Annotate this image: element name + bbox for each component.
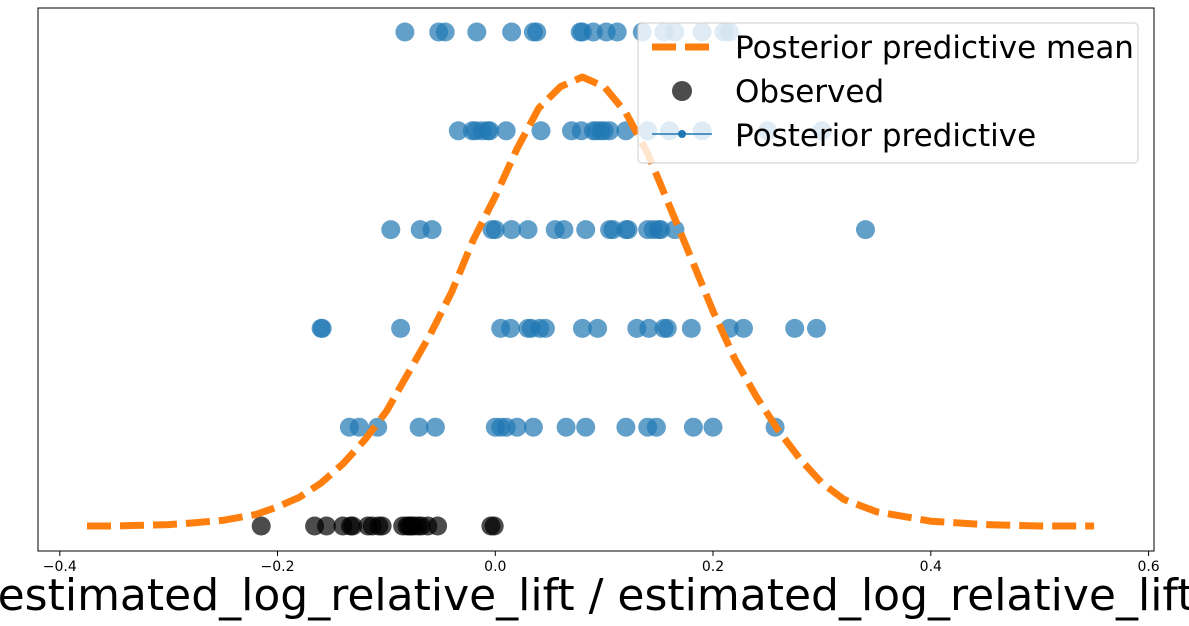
predictive-point-r2-9 bbox=[535, 318, 555, 338]
predictive-point-r1-9 bbox=[507, 417, 527, 437]
plot-area bbox=[87, 22, 1095, 536]
predictive-point-r2-13 bbox=[639, 318, 659, 338]
x-tick-label-1: −0.4 bbox=[43, 559, 77, 575]
predictive-point-r1-10 bbox=[523, 417, 543, 437]
predictive-point-r3-18 bbox=[651, 220, 671, 240]
predictive-point-r2-2 bbox=[312, 318, 332, 338]
legend-box bbox=[637, 22, 1139, 164]
x-tick-label-6: 0.6 bbox=[1137, 559, 1159, 575]
x-tick-label-4: 0.2 bbox=[702, 559, 724, 575]
predictive-point-r2-18 bbox=[734, 318, 753, 338]
x-tick-label-3: 0.0 bbox=[484, 559, 506, 575]
observed-point-19 bbox=[428, 516, 448, 536]
predictive-point-r5-4 bbox=[467, 22, 487, 42]
predictive-point-r5-10 bbox=[583, 22, 603, 42]
predictive-point-r3-3 bbox=[422, 220, 442, 240]
predictive-point-r2-3 bbox=[391, 318, 411, 338]
predictive-point-r3-9 bbox=[554, 220, 574, 240]
posterior-predictive-mean-line bbox=[87, 73, 1095, 530]
observed-point-1 bbox=[251, 516, 271, 536]
legend-swatch-observed bbox=[672, 81, 692, 101]
predictive-point-r3-20 bbox=[856, 220, 875, 240]
legend: Posterior predictive mean Observed Poste… bbox=[637, 22, 1139, 164]
observed-point-10 bbox=[372, 516, 392, 536]
x-axis-label: estimated_log_relative_lift / estimated_… bbox=[0, 570, 1189, 621]
plot-frame bbox=[37, 7, 1155, 552]
predictive-point-r4-1 bbox=[448, 121, 468, 141]
predictive-point-r1-12 bbox=[576, 417, 596, 437]
predictive-point-r1-4 bbox=[409, 417, 429, 437]
x-tick-label-2: −0.2 bbox=[261, 559, 295, 575]
legend-entry-observed: Observed bbox=[735, 74, 884, 110]
predictive-point-r2-15 bbox=[657, 318, 677, 338]
predictive-point-r4-6 bbox=[480, 121, 500, 141]
predictive-point-r5-1 bbox=[395, 22, 415, 42]
predictive-point-r1-16 bbox=[683, 417, 703, 437]
predictive-point-r3-12 bbox=[603, 220, 623, 240]
observed-point-3 bbox=[317, 516, 336, 536]
predictive-point-r1-13 bbox=[616, 417, 636, 437]
predictive-point-r5-12 bbox=[607, 22, 627, 42]
predictive-point-r2-10 bbox=[572, 318, 592, 338]
predictive-point-r3-14 bbox=[618, 220, 638, 240]
predictive-point-r4-7 bbox=[496, 121, 516, 141]
predictive-point-r3-7 bbox=[518, 220, 538, 240]
predictive-point-r2-11 bbox=[588, 318, 608, 338]
legend-entry-predictive: Posterior predictive bbox=[735, 118, 1036, 154]
x-tick-label-5: 0.4 bbox=[920, 559, 942, 575]
predictive-point-r1-2 bbox=[349, 417, 369, 437]
predictive-point-r3-6 bbox=[502, 220, 522, 240]
predictive-point-r2-19 bbox=[785, 318, 805, 338]
predictive-point-r1-11 bbox=[556, 417, 576, 437]
legend-entry-mean: Posterior predictive mean bbox=[735, 30, 1134, 66]
x-axis: −0.4 −0.2 0.0 0.2 0.4 0.6 bbox=[43, 551, 1160, 575]
observed-point-21 bbox=[484, 516, 504, 536]
predictive-point-r1-15 bbox=[646, 417, 666, 437]
predictive-point-r2-16 bbox=[681, 318, 701, 338]
predictive-point-r5-3 bbox=[435, 22, 455, 42]
predictive-point-r5-5 bbox=[502, 22, 522, 42]
observed-point-6 bbox=[343, 516, 363, 536]
predictive-point-r4-15 bbox=[600, 121, 620, 141]
predictive-point-r3-1 bbox=[381, 220, 401, 240]
legend-swatch-predictive-marker bbox=[678, 130, 686, 138]
predictive-point-r1-5 bbox=[425, 417, 445, 437]
predictive-point-r1-17 bbox=[703, 417, 723, 437]
predictive-point-r2-20 bbox=[807, 318, 826, 338]
predictive-point-r3-10 bbox=[576, 220, 596, 240]
predictive-point-r4-8 bbox=[531, 121, 551, 141]
predictive-point-r2-5 bbox=[501, 318, 520, 338]
predictive-point-r3-5 bbox=[485, 220, 505, 240]
predictive-point-r5-7 bbox=[527, 22, 547, 42]
